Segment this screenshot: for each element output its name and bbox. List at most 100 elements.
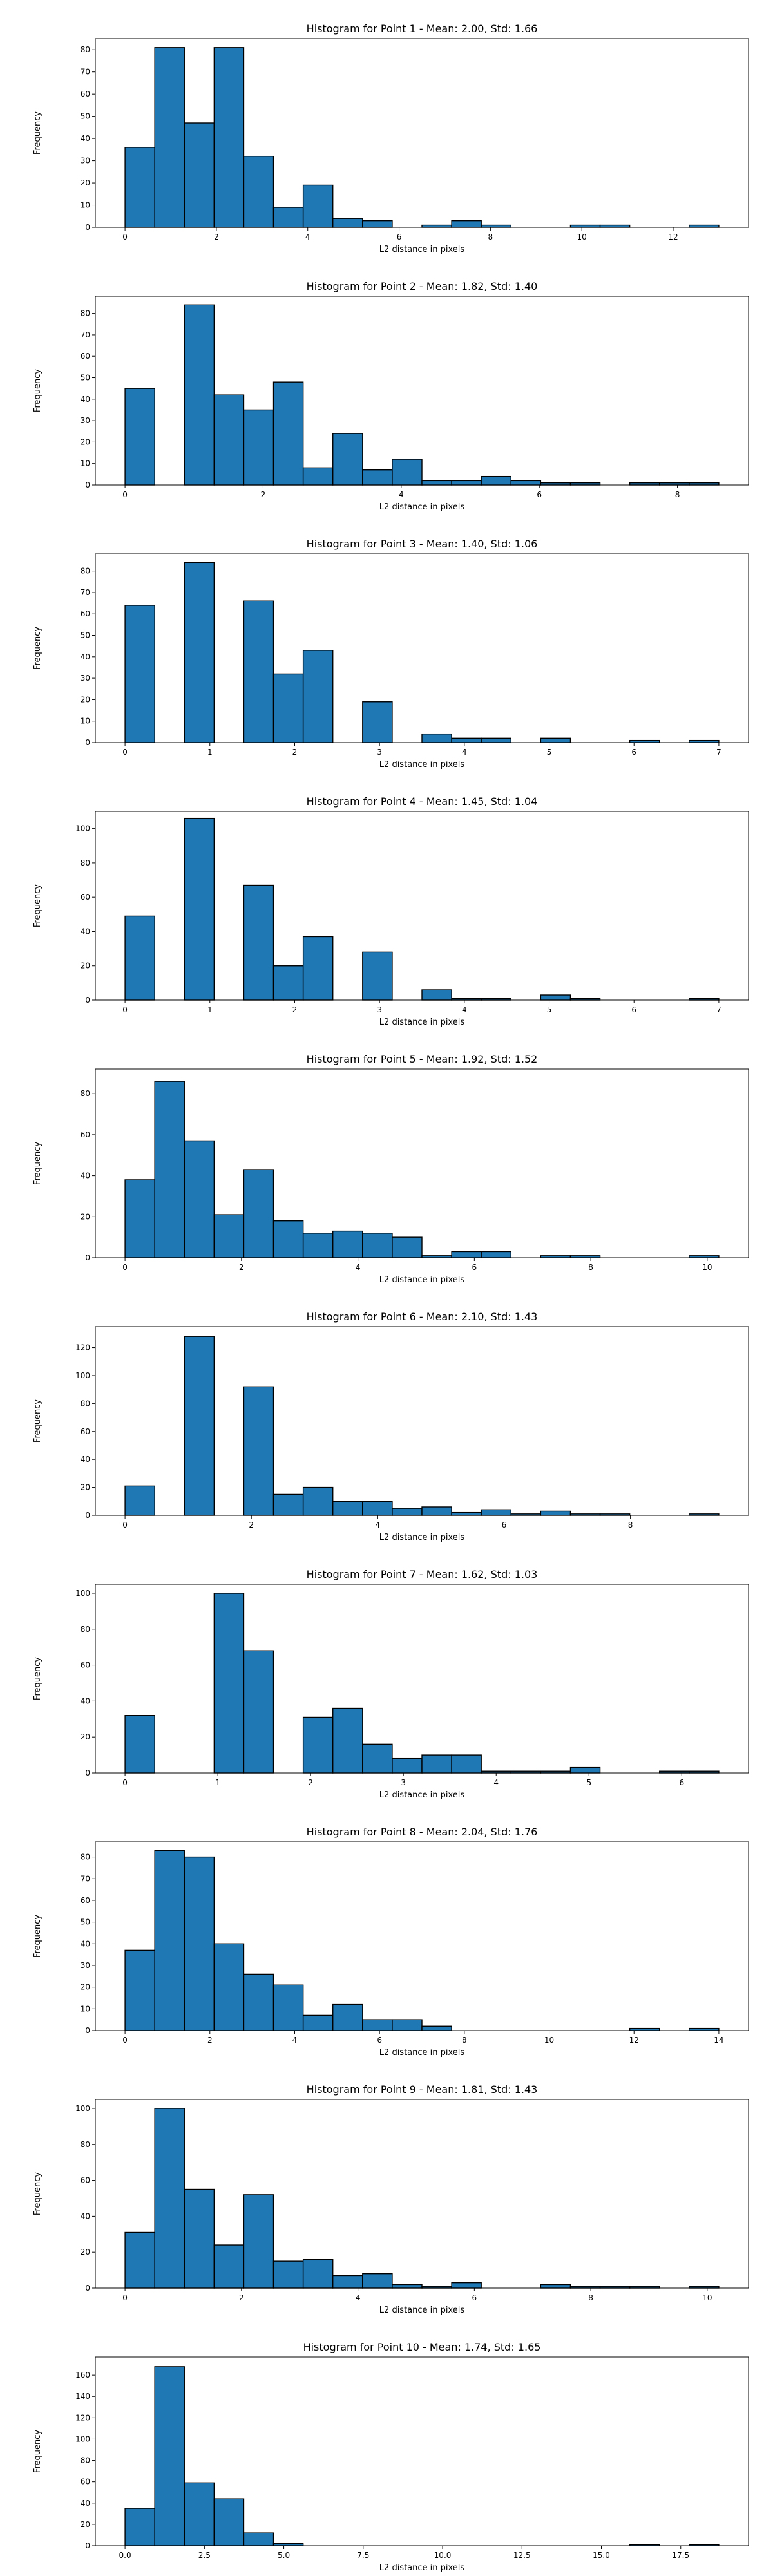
x-tick-label: 2 — [292, 748, 298, 757]
x-tick-label: 4 — [462, 748, 467, 757]
y-tick-label: 20 — [81, 178, 90, 187]
x-tick-label: 0 — [122, 1005, 128, 1014]
y-tick-label: 0 — [85, 1253, 90, 1262]
y-tick-label: 20 — [81, 2520, 90, 2529]
x-axis-label: L2 distance in pixels — [379, 245, 465, 254]
histogram-bar — [362, 1233, 393, 1258]
y-tick-label: 80 — [81, 2456, 90, 2465]
x-tick-label: 8 — [588, 1263, 593, 1272]
histogram-bar — [421, 224, 452, 228]
x-tick-label: 4 — [356, 1263, 361, 1272]
histogram-bar — [154, 2108, 185, 2289]
histogram-bar — [124, 1715, 155, 1774]
x-tick-label: 8 — [628, 1520, 633, 1530]
x-tick-label: 6 — [537, 490, 542, 499]
histogram-bar — [451, 220, 482, 228]
histogram-bar — [272, 207, 304, 228]
x-tick-label: 14 — [714, 2036, 723, 2045]
y-tick-label: 100 — [75, 824, 90, 833]
y-tick-label: 0 — [85, 1768, 90, 1777]
histogram-bar — [124, 915, 155, 1001]
x-tick-label: 0 — [122, 1778, 128, 1787]
x-tick-label: 12.5 — [513, 2551, 531, 2560]
histogram-bar — [451, 737, 482, 743]
x-tick-label: 0 — [122, 2036, 128, 2045]
x-tick-label: 4 — [493, 1778, 499, 1787]
y-tick-label: 100 — [75, 2104, 90, 2113]
x-axis-label: L2 distance in pixels — [379, 2306, 465, 2315]
histogram-bar — [213, 2498, 245, 2546]
histogram-bar — [243, 1973, 274, 2031]
x-tick-label: 10 — [702, 1263, 712, 1272]
histogram-bar — [184, 562, 215, 743]
histogram-bar — [184, 2188, 215, 2289]
x-axis-label: L2 distance in pixels — [379, 760, 465, 770]
y-axis-label: Frequency — [33, 884, 43, 927]
x-tick-label: 5 — [586, 1778, 591, 1787]
histogram-bar — [213, 1593, 245, 1774]
histogram-panel: Histogram for Point 5 - Mean: 1.92, Std:… — [33, 1053, 749, 1285]
y-tick-label: 50 — [81, 112, 90, 121]
y-tick-label: 40 — [81, 395, 90, 404]
plot-frame — [95, 38, 749, 228]
histogram-bar — [332, 1230, 363, 1258]
histogram-bar — [421, 1754, 452, 1774]
y-tick-label: 80 — [81, 567, 90, 576]
plot-frame — [95, 2099, 749, 2289]
x-tick-label: 6 — [472, 1263, 477, 1272]
x-tick-label: 0 — [122, 748, 128, 757]
y-tick-label: 60 — [81, 2477, 90, 2486]
histogram-bar — [302, 2014, 334, 2031]
y-tick-label: 60 — [81, 1661, 90, 1670]
plot-frame — [95, 1068, 749, 1258]
histogram-bar — [332, 2003, 363, 2031]
histogram-bar — [362, 2273, 393, 2289]
x-tick-label: 1 — [207, 1005, 213, 1014]
histogram-panel: Histogram for Point 2 - Mean: 1.82, Std:… — [33, 280, 749, 512]
x-axis-label: L2 distance in pixels — [379, 1790, 465, 1800]
histogram-bar — [302, 1716, 334, 1774]
histogram-bar — [184, 1140, 215, 1258]
chart-title: Histogram for Point 3 - Mean: 1.40, Std:… — [307, 538, 538, 550]
x-tick-label: 1 — [207, 748, 213, 757]
y-tick-label: 20 — [81, 1483, 90, 1492]
histogram-bar — [362, 2019, 393, 2031]
histogram-bar — [599, 224, 631, 228]
histogram-bar — [243, 155, 274, 228]
chart-title: Histogram for Point 8 - Mean: 2.04, Std:… — [307, 1826, 538, 1838]
histogram-bar — [272, 673, 304, 743]
histogram-bar — [302, 936, 334, 1001]
y-tick-label: 40 — [81, 1455, 90, 1464]
y-tick-label: 20 — [81, 1212, 90, 1221]
x-tick-label: 2 — [249, 1520, 254, 1530]
histogram-bar — [302, 184, 334, 228]
histogram-bar — [451, 2282, 482, 2289]
x-tick-label: 6 — [377, 2036, 382, 2045]
x-tick-label: 6 — [502, 1520, 507, 1530]
y-tick-label: 60 — [81, 609, 90, 618]
y-tick-label: 20 — [81, 437, 90, 446]
x-tick-label: 12 — [629, 2036, 639, 2045]
histogram-bar — [213, 394, 245, 486]
histogram-bar — [569, 1766, 601, 1774]
x-tick-label: 2.5 — [198, 2551, 211, 2560]
x-tick-label: 2 — [214, 232, 219, 242]
y-tick-label: 60 — [81, 1130, 90, 1139]
histogram-bar — [392, 2284, 423, 2289]
histogram-bar — [392, 459, 423, 486]
histogram-bar — [362, 1743, 393, 1774]
x-tick-label: 0 — [122, 1263, 128, 1272]
y-tick-label: 40 — [81, 652, 90, 661]
histogram-bar — [154, 2366, 185, 2546]
histogram-panel: Histogram for Point 3 - Mean: 1.40, Std:… — [33, 538, 749, 770]
y-tick-label: 0 — [85, 2541, 90, 2550]
histogram-bar — [540, 2284, 571, 2289]
histogram-bar — [184, 122, 215, 228]
chart-title: Histogram for Point 4 - Mean: 1.45, Std:… — [307, 795, 538, 808]
histogram-bar — [243, 409, 274, 486]
y-tick-label: 20 — [81, 1983, 90, 1992]
histogram-bar — [362, 220, 393, 228]
histogram-bar — [481, 224, 511, 228]
x-tick-label: 4 — [376, 1520, 381, 1530]
x-tick-label: 3 — [401, 1778, 406, 1787]
